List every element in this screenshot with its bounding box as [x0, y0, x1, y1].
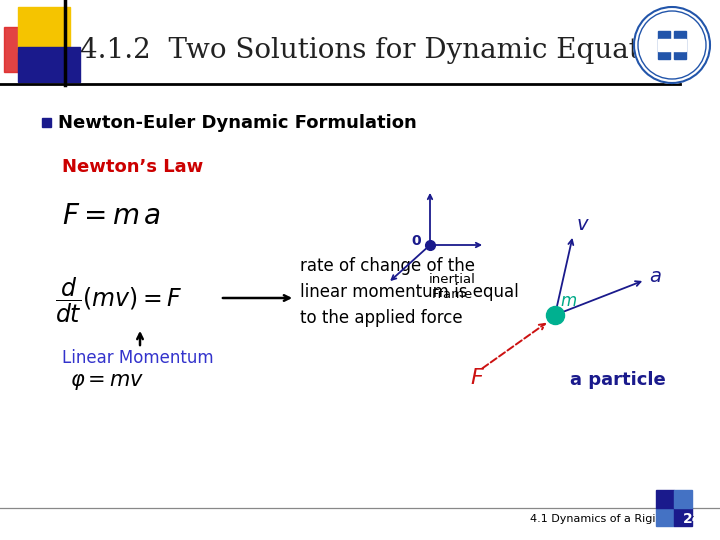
Bar	[656, 490, 674, 508]
Text: $\varphi = mv$: $\varphi = mv$	[70, 372, 144, 392]
Bar	[18, 47, 80, 82]
Bar	[656, 508, 674, 526]
Text: $F$: $F$	[470, 367, 485, 389]
Circle shape	[634, 7, 710, 83]
Text: 4.1.2  Two Solutions for Dynamic Equation: 4.1.2 Two Solutions for Dynamic Equation	[80, 37, 683, 64]
Bar	[658, 39, 686, 51]
Text: $F = m\,a$: $F = m\,a$	[62, 204, 161, 231]
Text: 0: 0	[411, 234, 420, 248]
Bar	[18, 7, 70, 52]
Bar	[674, 31, 686, 59]
Text: $\dfrac{d}{dt}(mv) = F$: $\dfrac{d}{dt}(mv) = F$	[55, 275, 182, 325]
Text: rate of change of the
linear momentum is equal
to the applied force: rate of change of the linear momentum is…	[300, 256, 518, 327]
Text: 4.1 Dynamics of a Rigid Body: 4.1 Dynamics of a Rigid Body	[530, 514, 694, 524]
Bar	[674, 490, 692, 508]
Bar	[4, 27, 56, 72]
Bar	[658, 31, 670, 59]
Text: Linear Momentum: Linear Momentum	[62, 349, 214, 367]
Text: $m$: $m$	[560, 294, 577, 310]
Text: a particle: a particle	[570, 371, 666, 389]
Text: Newton-Euler Dynamic Formulation: Newton-Euler Dynamic Formulation	[58, 114, 417, 132]
Text: inertial
Frame: inertial Frame	[428, 273, 475, 301]
Bar	[42, 118, 51, 127]
Text: $v$: $v$	[576, 216, 590, 234]
Bar	[674, 508, 692, 526]
Text: $a$: $a$	[649, 268, 662, 286]
Text: 24: 24	[683, 512, 703, 526]
Text: Newton’s Law: Newton’s Law	[62, 158, 203, 176]
